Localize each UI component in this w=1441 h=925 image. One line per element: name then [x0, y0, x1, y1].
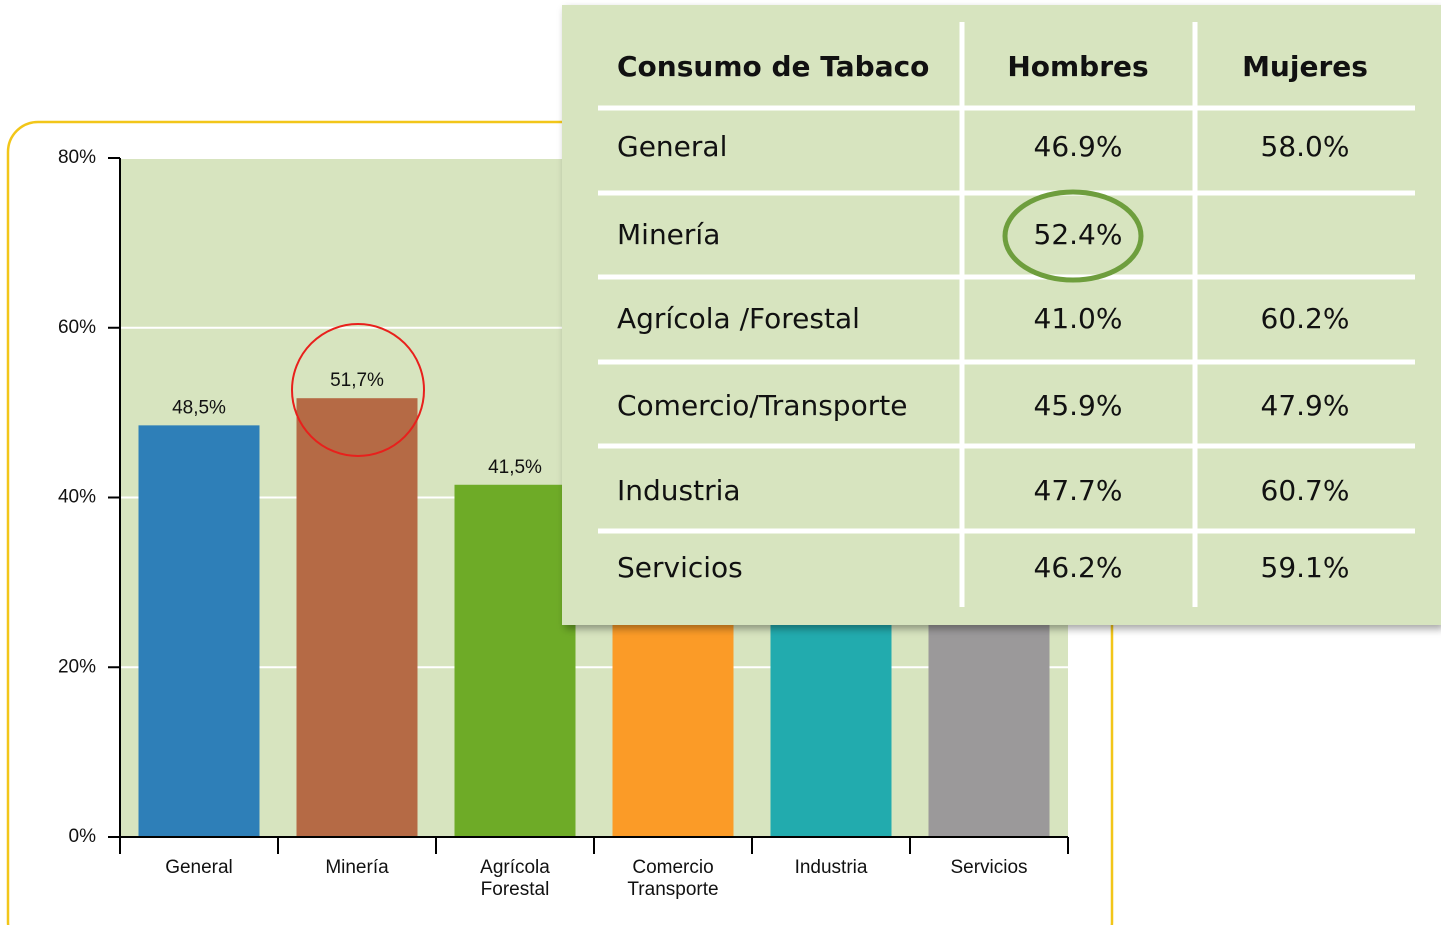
y-tick-label: 60% — [58, 317, 96, 338]
bar — [138, 425, 260, 837]
x-tick-label: Comercio Transporte — [627, 857, 718, 900]
highlight-circle — [291, 323, 425, 457]
x-tick-label: Minería — [325, 857, 389, 878]
x-tick-label: General — [165, 857, 233, 878]
table-cell: Agrícola /Forestal — [617, 302, 860, 335]
table-cell: Industria — [617, 474, 741, 507]
table-cell: 60.7% — [1261, 474, 1350, 507]
y-tick-label: 80% — [58, 147, 96, 168]
table-cell: 59.1% — [1261, 551, 1350, 584]
y-tick-label: 0% — [69, 826, 97, 847]
table-cell: Minería — [617, 218, 720, 251]
y-tick-label: 40% — [58, 487, 96, 508]
table-cell: Servicios — [617, 551, 743, 584]
bar — [296, 398, 418, 837]
table-cell: 52.4% — [1034, 218, 1123, 251]
table-cell: General — [617, 130, 727, 163]
table-cell: 45.9% — [1034, 389, 1123, 422]
table-cell: 47.9% — [1261, 389, 1350, 422]
header-cell: Consumo de Tabaco — [617, 50, 929, 83]
table-cell: 58.0% — [1261, 130, 1350, 163]
bar — [454, 484, 576, 837]
table-cell: 41.0% — [1034, 302, 1123, 335]
table-cell: Comercio/Transporte — [617, 389, 907, 422]
value-label: 41,5% — [488, 457, 542, 478]
value-label: 51,7% — [330, 370, 384, 391]
table-cell: 47.7% — [1034, 474, 1123, 507]
table-cell: 60.2% — [1261, 302, 1350, 335]
table: Consumo de Tabaco Hombres Mujeres General 46… — [598, 22, 1415, 607]
highlight-ellipse — [1002, 189, 1144, 283]
header-cell: Mujeres — [1242, 50, 1368, 83]
x-tick-label: Servicios — [950, 857, 1027, 878]
value-label: 48,5% — [172, 397, 226, 418]
table-cell: 46.2% — [1034, 551, 1123, 584]
x-tick-label: Agrícola Forestal — [480, 857, 550, 900]
y-tick-label: 20% — [58, 656, 96, 677]
header-cell: Hombres — [1007, 50, 1148, 83]
table-cell: 46.9% — [1034, 130, 1123, 163]
x-tick-label: Industria — [795, 857, 868, 878]
